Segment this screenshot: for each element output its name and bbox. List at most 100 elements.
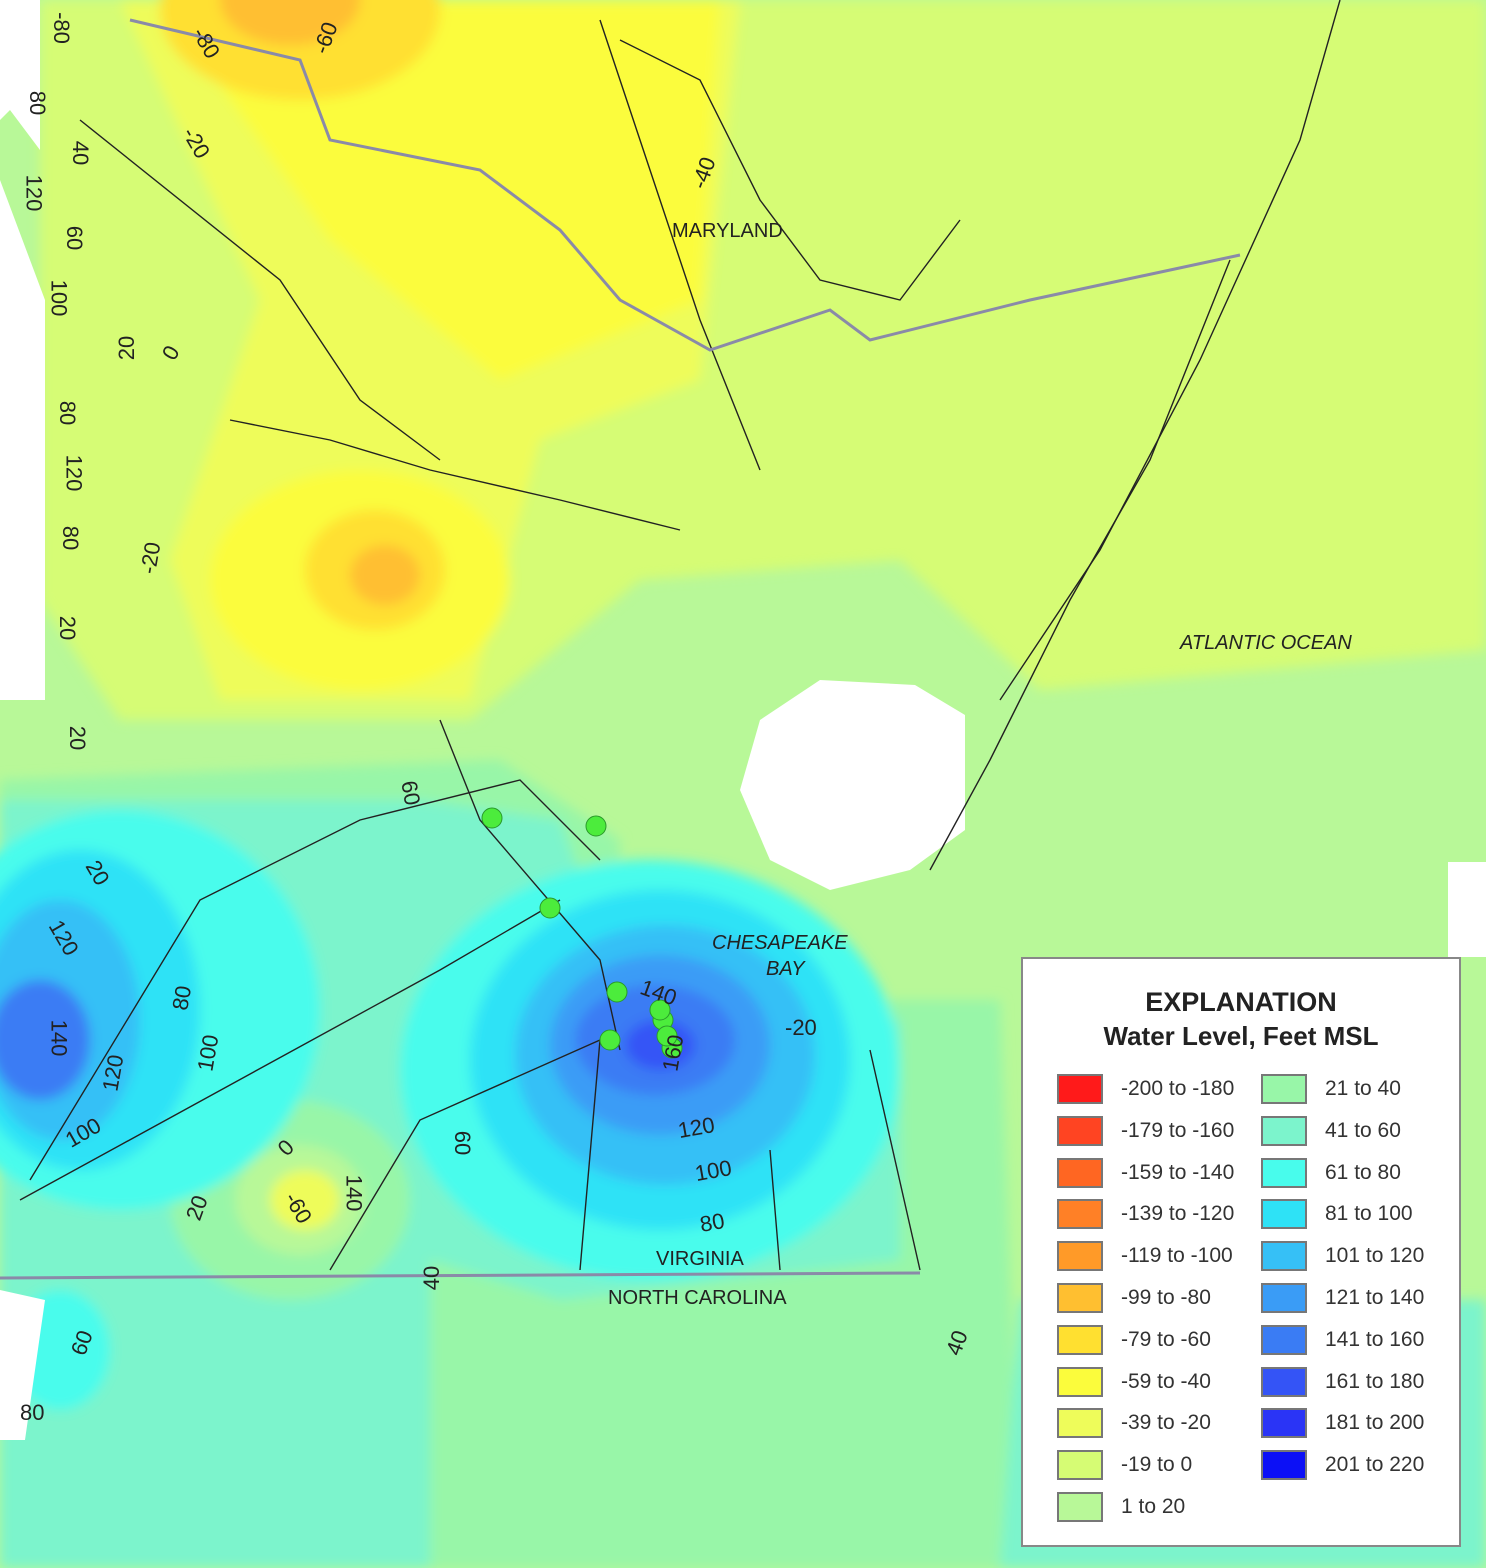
place-label: VIRGINIA <box>656 1248 744 1270</box>
well-marker <box>481 807 503 829</box>
contour-label: 80 <box>20 1400 45 1425</box>
legend-title: EXPLANATION <box>1145 987 1337 1017</box>
contour-label: 80 <box>25 90 51 116</box>
county-boundaries <box>19 0 1341 1271</box>
legend-label: -59 to -40 <box>1121 1369 1211 1393</box>
well-marker <box>585 815 607 837</box>
legend-label: -39 to -20 <box>1121 1411 1211 1435</box>
well-markers <box>481 807 683 1059</box>
contour-label: 120 <box>61 454 87 492</box>
legend-swatch <box>1057 1115 1103 1146</box>
legend-swatch <box>1261 1241 1307 1272</box>
legend-swatch <box>1057 1408 1103 1439</box>
legend-item: -39 to -20 <box>1057 1406 1211 1440</box>
contour-label: 20 <box>55 615 81 641</box>
legend-swatch <box>1261 1324 1307 1355</box>
legend-label: 181 to 200 <box>1325 1411 1425 1435</box>
legend-item: 101 to 120 <box>1261 1239 1424 1273</box>
contour-label: -20 <box>785 1015 817 1040</box>
no-data-area <box>740 680 965 890</box>
legend-label: 41 to 60 <box>1325 1118 1401 1142</box>
legend-item: 81 to 100 <box>1261 1197 1413 1231</box>
legend-swatch <box>1261 1408 1307 1439</box>
legend-label: -19 to 0 <box>1121 1453 1193 1477</box>
legend: EXPLANATION Water Level, Feet MSL -200 t… <box>1021 957 1461 1547</box>
contour-label: 20 <box>65 725 91 751</box>
legend-swatch <box>1261 1115 1307 1146</box>
place-label: BAY <box>766 958 805 980</box>
well-marker <box>599 1029 621 1051</box>
legend-label: 161 to 180 <box>1325 1369 1425 1393</box>
legend-swatch <box>1057 1074 1103 1104</box>
legend-label: 121 to 140 <box>1325 1286 1425 1309</box>
legend-item: -79 to -60 <box>1057 1323 1211 1357</box>
legend-swatch <box>1057 1492 1103 1522</box>
legend-label: 101 to 120 <box>1325 1244 1425 1268</box>
legend-item: -59 to -40 <box>1057 1365 1211 1399</box>
well-marker <box>649 999 671 1021</box>
legend-item: -19 to 0 <box>1057 1448 1192 1482</box>
legend-item: -200 to -180 <box>1057 1072 1234 1106</box>
contour-label: 60 <box>450 1130 476 1156</box>
place-label: NORTH CAROLINA <box>608 1287 787 1309</box>
legend-swatch <box>1057 1324 1103 1355</box>
legend-swatch <box>1057 1366 1103 1397</box>
legend-label: -79 to -60 <box>1121 1327 1211 1351</box>
legend-label: 81 to 100 <box>1325 1202 1413 1226</box>
contour-label: 80 <box>58 525 84 551</box>
contour-label: 60 <box>62 225 88 251</box>
legend-item: 61 to 80 <box>1261 1156 1401 1190</box>
contour-label: 100 <box>46 279 72 317</box>
legend-label: -179 to -160 <box>1121 1118 1235 1142</box>
legend-subtitle: Water Level, Feet MSL <box>1103 1021 1379 1051</box>
legend-item: 21 to 40 <box>1261 1072 1401 1106</box>
legend-label: 201 to 220 <box>1325 1453 1425 1477</box>
legend-swatch <box>1261 1199 1307 1230</box>
legend-swatch <box>1057 1450 1103 1481</box>
contour-label: 80 <box>167 983 197 1013</box>
legend-swatch <box>1057 1199 1103 1230</box>
contour-label: 80 <box>697 1208 727 1237</box>
legend-swatch <box>1261 1283 1307 1313</box>
legend-item: -119 to -100 <box>1057 1239 1233 1273</box>
legend-item: 161 to 180 <box>1261 1365 1424 1399</box>
contour-label: -20 <box>135 540 166 576</box>
legend-item: 181 to 200 <box>1261 1406 1424 1440</box>
legend-item: 41 to 60 <box>1261 1114 1401 1148</box>
legend-label: 1 to 20 <box>1121 1495 1186 1518</box>
legend-label: -119 to -100 <box>1121 1244 1233 1268</box>
legend-label: -200 to -180 <box>1121 1077 1235 1100</box>
legend-item: -99 to -80 <box>1057 1281 1211 1315</box>
well-marker <box>656 1025 678 1047</box>
legend-label: 21 to 40 <box>1325 1077 1401 1100</box>
legend-swatch <box>1261 1450 1307 1481</box>
legend-item: 121 to 140 <box>1261 1281 1424 1315</box>
legend-swatch <box>1261 1074 1307 1104</box>
legend-item: 141 to 160 <box>1261 1323 1424 1357</box>
place-label: CHESAPEAKE <box>712 932 848 954</box>
contour-label: 20 <box>114 335 140 361</box>
legend-swatch <box>1261 1366 1307 1397</box>
legend-label: 61 to 80 <box>1325 1160 1401 1184</box>
legend-swatch <box>1057 1283 1103 1313</box>
legend-label: -99 to -80 <box>1121 1286 1211 1309</box>
legend-swatch <box>1057 1157 1103 1188</box>
legend-item: -139 to -120 <box>1057 1197 1234 1231</box>
legend-label: -159 to -140 <box>1121 1160 1235 1184</box>
legend-item: -159 to -140 <box>1057 1156 1234 1190</box>
contour-label: 140 <box>46 1019 72 1057</box>
legend-item: 201 to 220 <box>1261 1448 1424 1482</box>
contour-label: 120 <box>21 174 47 212</box>
legend-label: -139 to -120 <box>1121 1202 1235 1226</box>
well-marker <box>606 981 628 1003</box>
well-marker <box>539 897 561 919</box>
legend-label: 141 to 160 <box>1325 1327 1425 1351</box>
contour-label: 80 <box>55 400 81 426</box>
contour-label: 40 <box>68 140 94 166</box>
contour-label: -80 <box>48 12 74 44</box>
legend-item: 1 to 20 <box>1057 1490 1185 1524</box>
legend-swatch <box>1261 1157 1307 1188</box>
contour-label: 40 <box>419 1265 445 1291</box>
place-label: ATLANTIC OCEAN <box>1180 632 1352 654</box>
